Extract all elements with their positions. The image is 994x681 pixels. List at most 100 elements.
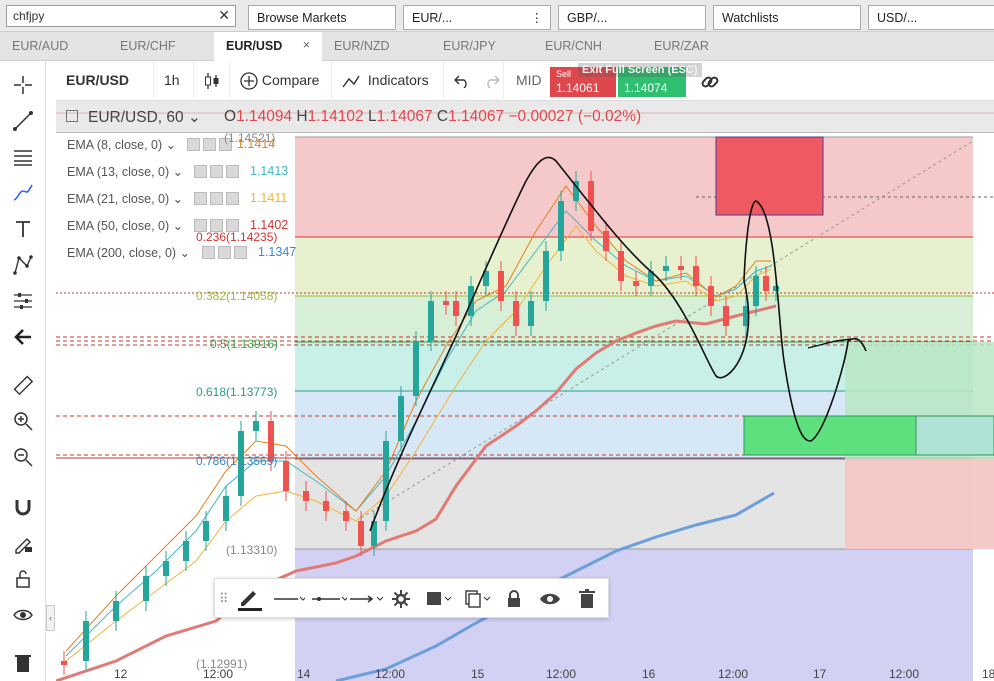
tab-eur-nzd[interactable]: EUR/NZD: [322, 32, 430, 61]
remove-icon[interactable]: [219, 138, 232, 151]
candle: [773, 286, 779, 291]
close-tab-icon[interactable]: ×: [302, 38, 310, 52]
remove-icon[interactable]: [226, 165, 239, 178]
time-axis-label: 15: [471, 667, 485, 681]
browser-tab-usd[interactable]: USD/...: [868, 5, 994, 30]
tab-eur-usd[interactable]: EUR/USD ×: [214, 32, 322, 61]
back-arrow-icon[interactable]: [9, 323, 37, 351]
time-axis-label: 12: [114, 667, 128, 681]
magnet-icon[interactable]: [9, 493, 37, 521]
hide-drawings-icon[interactable]: [9, 601, 37, 629]
candle: [343, 511, 349, 521]
sell-button[interactable]: Sell 1.14061: [550, 67, 616, 97]
high-value: 1.14102: [307, 108, 364, 125]
candle: [383, 441, 389, 521]
trash-icon[interactable]: [579, 587, 595, 611]
tab-eur-jpy[interactable]: EUR/JPY: [431, 32, 539, 61]
line-color-icon[interactable]: [237, 587, 263, 611]
collapse-legend-icon[interactable]: [66, 110, 78, 122]
time-axis-label: 12:00: [546, 667, 577, 681]
tab-menu-icon[interactable]: ⋮: [530, 11, 544, 25]
eye-icon[interactable]: [194, 192, 207, 205]
compare-button[interactable]: Compare: [230, 61, 332, 101]
line-width-icon[interactable]: [311, 587, 347, 611]
remove-drawings-icon[interactable]: [9, 649, 37, 677]
change-value: −0.00027 (−0.02%): [508, 108, 642, 125]
tab-eur-zar[interactable]: EUR/ZAR: [642, 32, 750, 61]
eye-icon[interactable]: [187, 138, 200, 151]
time-axis-label: 16: [642, 667, 656, 681]
tab-eur-chf[interactable]: EUR/CHF: [108, 32, 216, 61]
settings-icon[interactable]: [210, 165, 223, 178]
text-tool-icon[interactable]: [9, 215, 37, 243]
candle: [143, 576, 149, 601]
symbol-label: EUR/USD: [66, 72, 130, 88]
symbol-search-button[interactable]: EUR/USD: [56, 61, 154, 101]
price-chart[interactable]: [56, 101, 994, 681]
indicator-row[interactable]: EMA (50, close, 0) ⌄ 1.1402: [67, 218, 289, 233]
price-mode[interactable]: MID: [506, 61, 548, 101]
candle: [678, 266, 684, 270]
visibility-icon[interactable]: [539, 587, 561, 611]
candle: [428, 301, 434, 341]
settings-icon[interactable]: [210, 219, 223, 232]
browser-tab-browse-markets[interactable]: Browse Markets: [248, 5, 396, 30]
zoom-out-icon[interactable]: [9, 443, 37, 471]
interval-button[interactable]: 1h: [154, 61, 194, 101]
lock-drawings-icon[interactable]: [9, 565, 37, 593]
indicators-button[interactable]: Indicators: [332, 61, 444, 101]
redo-icon[interactable]: [474, 61, 504, 101]
undo-icon[interactable]: [444, 61, 474, 101]
settings-icon[interactable]: [218, 246, 231, 259]
tab-eur-cnh[interactable]: EUR/CNH: [533, 32, 641, 61]
pattern-tool-icon[interactable]: [9, 251, 37, 279]
chart-pane[interactable]: EUR/USD, 60 ⌄ O1.14094 H1.14102 L1.14067…: [56, 101, 994, 681]
settings-icon[interactable]: [210, 192, 223, 205]
brush-icon[interactable]: [9, 179, 37, 207]
browser-tab-gbp[interactable]: GBP/...: [558, 5, 706, 30]
indicator-row[interactable]: EMA (13, close, 0) ⌄ 1.1413: [67, 164, 289, 179]
eye-icon[interactable]: [202, 246, 215, 259]
collapse-panel-button[interactable]: ‹: [46, 605, 55, 631]
drag-handle-icon[interactable]: ⠿: [219, 591, 229, 606]
browser-tab-eur[interactable]: EUR/... ⋮: [403, 5, 551, 30]
buy-button[interactable]: 1.14074: [618, 67, 686, 97]
legend-symbol[interactable]: EUR/USD, 60 ⌄: [88, 109, 201, 126]
crosshair-icon[interactable]: [9, 71, 37, 99]
candle: [633, 281, 639, 286]
eye-icon[interactable]: [194, 219, 207, 232]
trend-line-icon[interactable]: [9, 107, 37, 135]
lock-icon[interactable]: [505, 587, 523, 611]
candle: [371, 521, 377, 546]
remove-icon[interactable]: [234, 246, 247, 259]
candle: [61, 661, 67, 665]
browser-tab-watchlists[interactable]: Watchlists: [713, 5, 861, 30]
stay-in-drawing-mode-icon[interactable]: [9, 529, 37, 557]
open-value: 1.14094: [236, 108, 293, 125]
tab-label: EUR/CHF: [120, 39, 176, 53]
tab-eur-aud[interactable]: EUR/AUD: [0, 32, 108, 61]
clone-icon[interactable]: [463, 587, 491, 611]
indicator-row[interactable]: EMA (21, close, 0) ⌄ 1.1411: [67, 191, 288, 206]
link-icon[interactable]: [690, 61, 726, 101]
indicator-row[interactable]: EMA (200, close, 0) ⌄ 1.1347: [67, 245, 297, 260]
drawing-tools-panel: [0, 61, 46, 681]
line-end-icon[interactable]: [349, 587, 383, 611]
chart-type-button[interactable]: [194, 61, 230, 101]
remove-icon[interactable]: [226, 192, 239, 205]
settings-icon[interactable]: [391, 587, 411, 611]
settings-icon[interactable]: [203, 138, 216, 151]
prediction-tool-icon[interactable]: [9, 287, 37, 315]
eye-icon[interactable]: [194, 165, 207, 178]
remove-icon[interactable]: [226, 219, 239, 232]
template-icon[interactable]: [425, 587, 453, 611]
ruler-icon[interactable]: [9, 371, 37, 399]
search-input[interactable]: chfjpy ✕: [6, 5, 236, 27]
line-style-icon[interactable]: [273, 587, 305, 611]
zoom-in-icon[interactable]: [9, 407, 37, 435]
indicator-value: 1.1411: [250, 191, 288, 205]
compare-label: Compare: [261, 72, 320, 88]
fib-retracement-icon[interactable]: [9, 143, 37, 171]
indicator-row[interactable]: EMA (8, close, 0) ⌄ 1.1414: [67, 137, 276, 152]
clear-search-icon[interactable]: ✕: [218, 7, 230, 23]
